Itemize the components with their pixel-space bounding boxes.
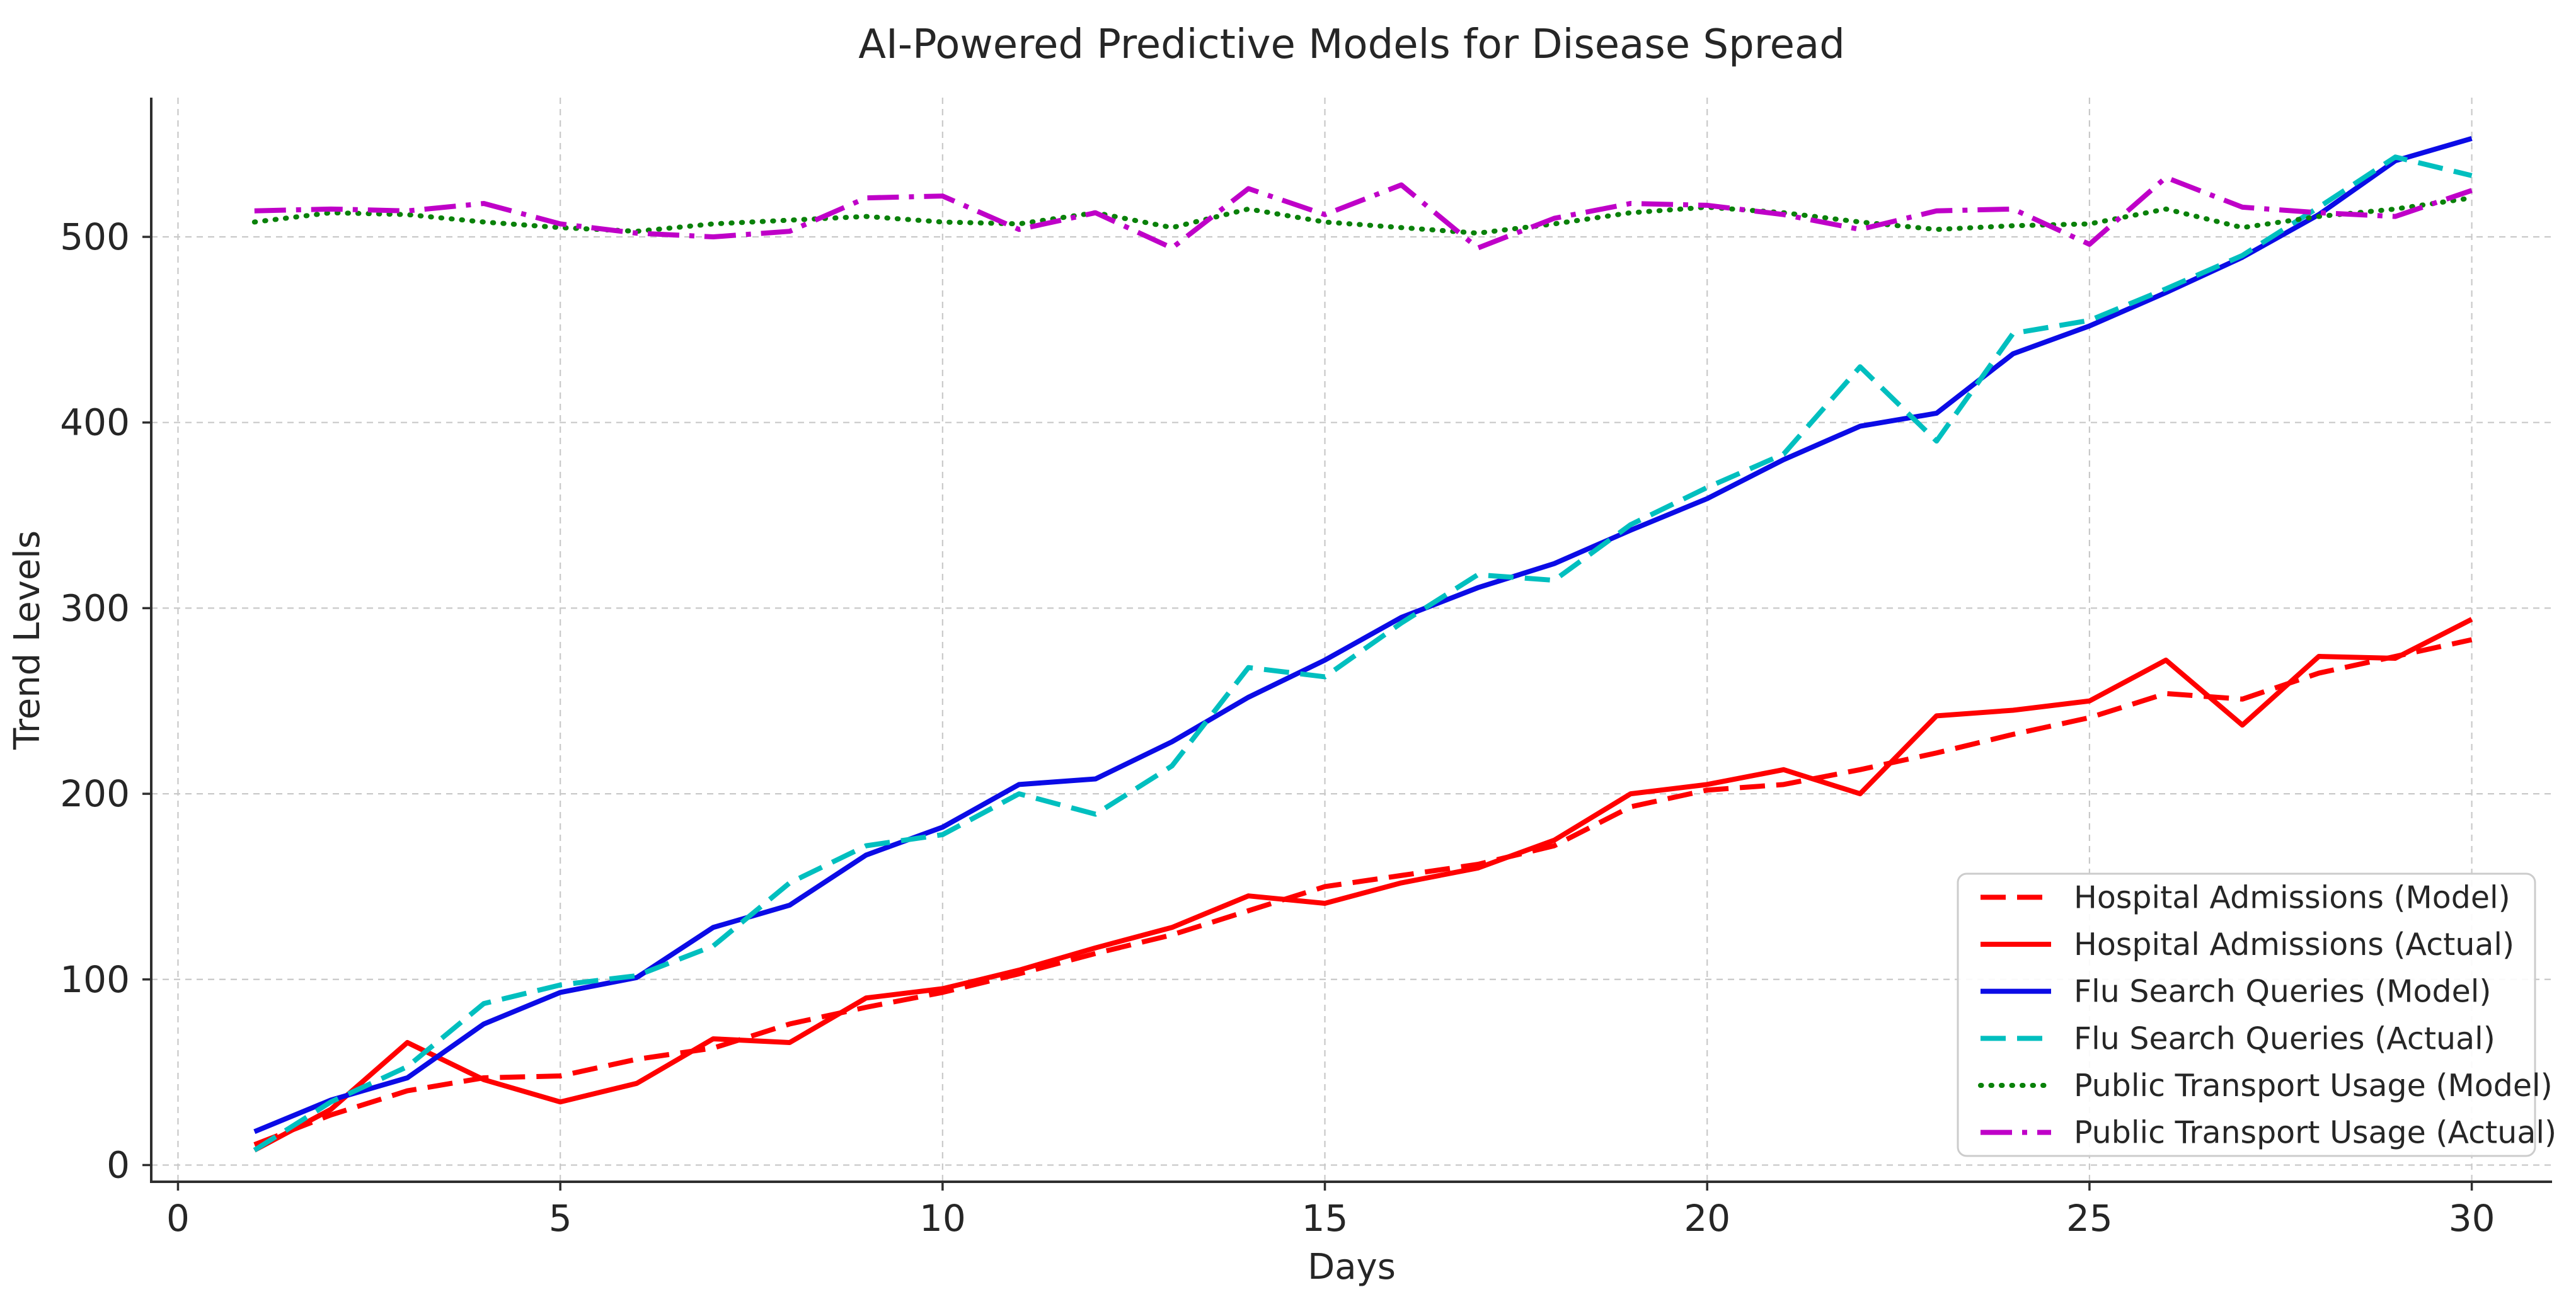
x-tick-label: 25 [2066, 1197, 2113, 1240]
x-tick-label: 30 [2449, 1197, 2495, 1240]
y-tick-label: 500 [60, 215, 130, 258]
y-tick-label: 200 [60, 772, 130, 815]
x-tick-label: 15 [1302, 1197, 1348, 1240]
series-line-dashed [253, 154, 2473, 1153]
series-line-dotted [251, 195, 2475, 236]
series-line-solid [253, 617, 2473, 1153]
legend-item-label: Hospital Admissions (Model) [2074, 879, 2510, 915]
x-axis-label: Days [1308, 1247, 1396, 1288]
series-line-dashed [253, 637, 2473, 1147]
y-tick-label: 0 [106, 1143, 130, 1186]
y-axis-label: Trend Levels [7, 530, 48, 750]
axes [142, 98, 2552, 1191]
chart-title: AI-Powered Predictive Models for Disease… [858, 21, 1845, 68]
legend-item-label: Flu Search Queries (Actual) [2074, 1020, 2495, 1056]
y-tick-label: 300 [60, 586, 130, 629]
series-line-dashdot [254, 174, 2473, 251]
x-tick-label: 20 [1684, 1197, 1730, 1240]
x-tick-label: 10 [919, 1197, 966, 1240]
legend-item-label: Public Transport Usage (Actual) [2074, 1115, 2556, 1151]
legend-item-label: Flu Search Queries (Model) [2074, 974, 2491, 1010]
legend: Hospital Admissions (Model) Hospital Admi… [1957, 872, 2556, 1157]
legend-item-label: Public Transport Usage (Model) [2074, 1068, 2553, 1104]
series-line-solid [253, 135, 2473, 1135]
y-tick-label: 400 [60, 401, 130, 444]
x-tick-label: 5 [549, 1197, 572, 1240]
x-tick-label: 0 [166, 1197, 190, 1240]
data-series [251, 135, 2475, 1153]
y-tick-label: 100 [60, 958, 130, 1001]
legend-box [1957, 872, 2536, 1157]
legend-item-label: Hospital Admissions (Actual) [2074, 927, 2514, 963]
